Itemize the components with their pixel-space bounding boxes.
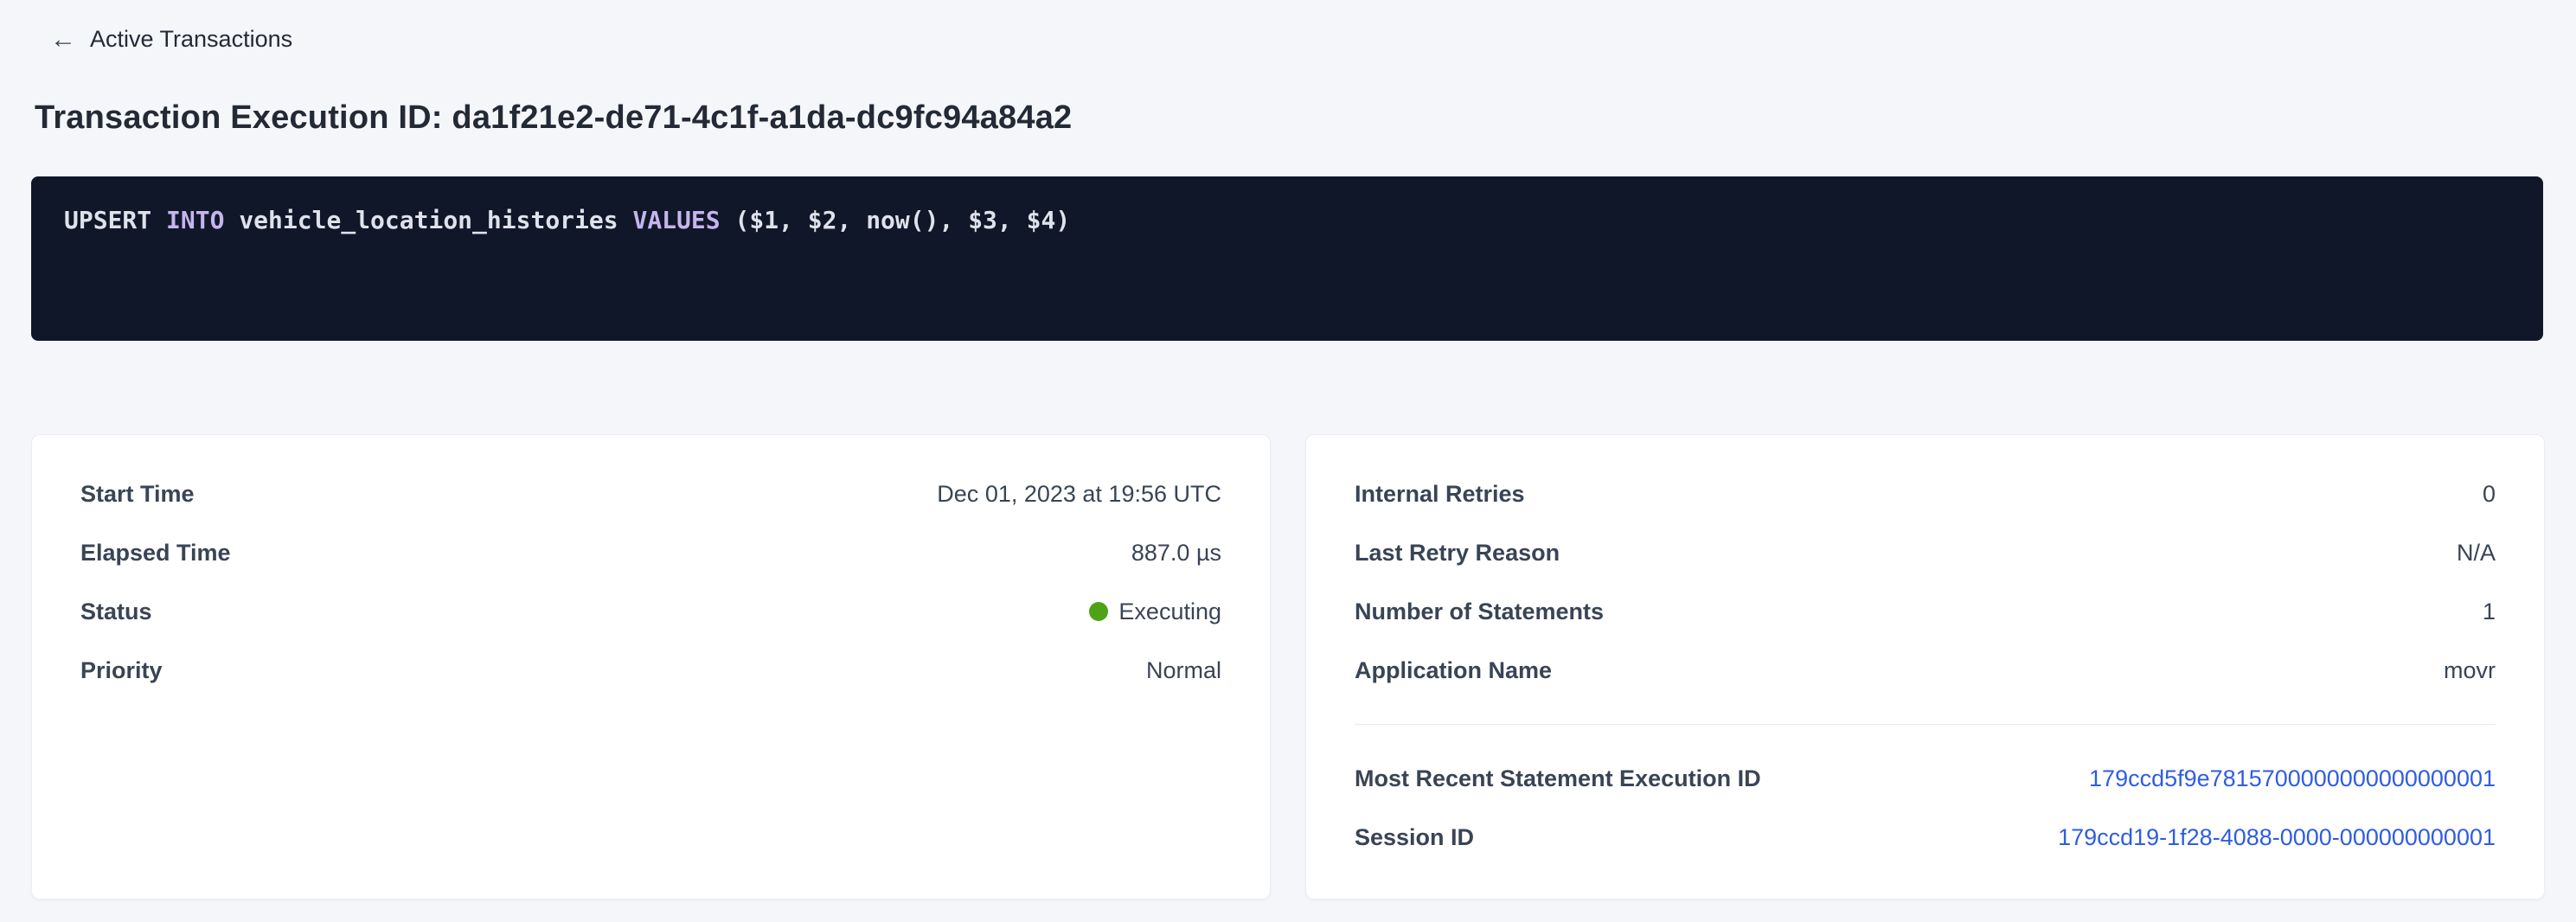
row-start-time: Start Time Dec 01, 2023 at 19:56 UTC	[80, 478, 1221, 509]
row-number-of-statements: Number of Statements 1	[1355, 596, 2496, 627]
row-priority: Priority Normal	[80, 655, 1221, 686]
status-label: Status	[80, 598, 152, 624]
priority-label: Priority	[80, 656, 163, 683]
row-last-retry-reason: Last Retry Reason N/A	[1355, 537, 2496, 568]
last-retry-reason-value: N/A	[2456, 539, 2496, 566]
session-id-link[interactable]: 179ccd19-1f28-4088-0000-000000000001	[2058, 823, 2496, 850]
start-time-value: Dec 01, 2023 at 19:56 UTC	[937, 480, 1221, 507]
internal-retries-value: 0	[2482, 480, 2496, 507]
back-link-active-transactions[interactable]: ← Active Transactions	[50, 26, 292, 53]
sql-token-table-name: vehicle_location_histories	[239, 206, 633, 234]
card-divider	[1355, 724, 2496, 725]
sql-token-upsert: UPSERT	[64, 206, 167, 234]
most-recent-statement-execution-id-link[interactable]: 179ccd5f9e7815700000000000000001	[2089, 765, 2496, 791]
row-most-recent-statement-execution-id: Most Recent Statement Execution ID 179cc…	[1355, 763, 2496, 794]
row-application-name: Application Name movr	[1355, 655, 2496, 686]
application-name-value: movr	[2444, 656, 2496, 683]
row-status: Status Executing	[80, 596, 1221, 627]
row-internal-retries: Internal Retries 0	[1355, 478, 2496, 509]
execution-attributes-card: Internal Retries 0 Last Retry Reason N/A…	[1305, 434, 2545, 900]
sql-statement-box: UPSERT INTO vehicle_location_histories V…	[31, 176, 2543, 341]
sql-statement: UPSERT INTO vehicle_location_histories V…	[64, 204, 2510, 237]
last-retry-reason-label: Last Retry Reason	[1355, 539, 1560, 566]
summary-cards: Start Time Dec 01, 2023 at 19:56 UTC Ela…	[31, 434, 2545, 900]
elapsed-time-label: Elapsed Time	[80, 539, 231, 566]
sql-token-args: ($1, $2, now(), $3, $4)	[734, 206, 1071, 234]
timing-card: Start Time Dec 01, 2023 at 19:56 UTC Ela…	[31, 434, 1271, 900]
row-elapsed-time: Elapsed Time 887.0 µs	[80, 537, 1221, 568]
status-value-text: Executing	[1118, 598, 1221, 624]
status-value: Executing	[1089, 599, 1221, 625]
start-time-label: Start Time	[80, 480, 195, 507]
status-executing-dot-icon	[1089, 602, 1109, 621]
most-recent-statement-execution-id-label: Most Recent Statement Execution ID	[1355, 765, 1761, 791]
number-of-statements-value: 1	[2482, 598, 2496, 624]
number-of-statements-label: Number of Statements	[1355, 598, 1605, 624]
session-id-label: Session ID	[1355, 823, 1475, 850]
elapsed-time-value: 887.0 µs	[1131, 539, 1221, 566]
arrow-left-icon: ←	[50, 24, 76, 54]
internal-retries-label: Internal Retries	[1355, 480, 1525, 507]
page-title: Transaction Execution ID: da1f21e2-de71-…	[35, 99, 1073, 136]
priority-value: Normal	[1145, 656, 1221, 683]
back-link-label: Active Transactions	[90, 26, 293, 52]
sql-token-into: INTO	[166, 206, 240, 234]
application-name-label: Application Name	[1355, 656, 1553, 683]
row-session-id: Session ID 179ccd19-1f28-4088-0000-00000…	[1355, 822, 2496, 853]
sql-token-values: VALUES	[632, 206, 735, 234]
